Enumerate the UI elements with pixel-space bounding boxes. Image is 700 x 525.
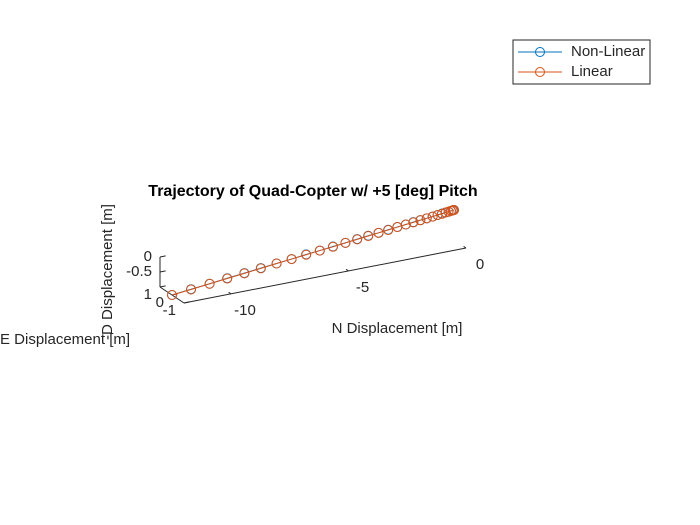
x-tick-label: 0 — [476, 256, 484, 273]
data-point — [239, 268, 250, 279]
z-tick — [159, 255, 166, 258]
data-point — [427, 211, 438, 222]
y-tick-label: -1 — [163, 302, 176, 319]
data-point — [186, 284, 197, 295]
y-tick-label: 1 — [144, 286, 152, 303]
data-point — [167, 290, 177, 300]
x-tick — [345, 268, 349, 272]
legend-label: Non-Linear — [571, 43, 645, 60]
x-tick — [228, 291, 232, 295]
x-tick-label: -5 — [356, 279, 369, 296]
legend-marker — [535, 47, 545, 57]
x-axis-line — [183, 247, 467, 304]
data-point — [352, 234, 363, 245]
data-point — [204, 278, 215, 289]
z-tick — [159, 270, 166, 273]
data-point — [363, 231, 374, 242]
data-point — [222, 273, 233, 284]
y-tick-label: 0 — [156, 294, 164, 311]
data-point — [432, 210, 443, 221]
data-point — [408, 217, 419, 228]
legend-box — [512, 39, 651, 85]
data-point — [415, 215, 426, 226]
data-point — [286, 254, 297, 265]
legend-label: Linear — [571, 63, 613, 80]
data-point — [383, 225, 394, 236]
legend-marker — [535, 67, 545, 77]
x-tick — [463, 245, 467, 249]
x-tick-label: -10 — [234, 302, 256, 319]
z-tick-label: -0.5 — [126, 263, 152, 280]
data-point — [373, 227, 384, 238]
data-point — [271, 258, 282, 269]
x-axis-label: N Displacement [m] — [332, 320, 463, 337]
data-point — [327, 241, 338, 252]
chart-title: Trajectory of Quad-Copter w/ +5 [deg] Pi… — [148, 183, 477, 200]
z-axis-label: -D Displacement [m] — [99, 204, 116, 340]
z-tick-label: 0 — [144, 248, 152, 265]
data-point — [392, 222, 403, 233]
y-tick — [183, 301, 190, 304]
data-point — [437, 208, 448, 219]
data-point — [314, 245, 325, 256]
y-tick — [159, 285, 166, 288]
data-point — [340, 237, 351, 248]
y-axis-label: E Displacement [m] — [0, 331, 130, 348]
data-point — [421, 213, 432, 224]
data-point — [255, 263, 266, 274]
data-point — [301, 249, 312, 260]
